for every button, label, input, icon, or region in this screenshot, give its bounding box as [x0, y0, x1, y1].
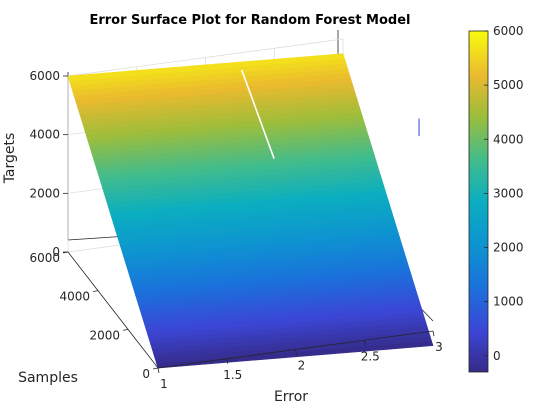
colorbar-tick-label: 6000: [493, 24, 524, 38]
colorbar-tick-label: 1000: [493, 295, 524, 309]
z-axis-label: Targets: [2, 133, 18, 185]
surface: [67, 53, 434, 369]
y-tick-mark: [92, 290, 99, 293]
z-tick-label: 0: [52, 245, 60, 259]
colorbar-tick-label: 4000: [493, 132, 524, 146]
y-tick-label: 0: [142, 367, 150, 381]
gridline-z: [67, 38, 344, 77]
colorbar-tick-label: 2000: [493, 241, 524, 255]
x-tick-mark: [363, 340, 366, 346]
y-tick-label: 2000: [89, 328, 120, 342]
z-tick-label: 2000: [29, 186, 60, 200]
x-tick-label: 1.5: [223, 368, 242, 382]
z-tick-label: 4000: [29, 128, 60, 142]
colorbar-tick-label: 0: [493, 349, 501, 363]
surface-strip: [67, 53, 345, 82]
y-tick-mark: [122, 328, 129, 331]
x-tick-label: 2: [298, 359, 306, 373]
y-tick-label: 6000: [29, 251, 60, 265]
x-tick-mark: [432, 330, 435, 337]
colorbar-ticks: 0 1000 2000 3000 4000 5000 6000: [484, 24, 524, 363]
x-tick-label: 1: [160, 377, 168, 391]
x-tick-mark: [226, 358, 229, 364]
z-tick-label: 6000: [29, 69, 60, 83]
surface-crease: [240, 69, 275, 159]
z-axis-ticks: 0 2000 4000 6000: [29, 69, 68, 259]
y-tick-mark: [152, 367, 159, 370]
x-tick-label: 2.5: [361, 349, 380, 363]
x-tick-mark: [295, 349, 297, 355]
x-tick-label: 3: [435, 340, 443, 354]
front-axes: 1 1.5 2 2.5 3 0 2000 4000 6000 0 2000 4000 6000: [29, 69, 442, 391]
x-axis-label: Error: [274, 389, 308, 405]
y-axis-label: Samples: [18, 370, 78, 386]
colorbar-tick-label: 3000: [493, 186, 524, 200]
y-tick-label: 4000: [59, 290, 90, 304]
y-axis-ticks: 0 2000 4000 6000: [29, 251, 159, 381]
colorbar-tick-label: 5000: [493, 78, 524, 92]
x-tick-mark: [157, 367, 160, 374]
colorbar-gradient: [468, 30, 489, 373]
colorbar: 0 1000 2000 3000 4000 5000 6000: [468, 24, 524, 373]
chart-title: Error Surface Plot for Random Forest Mod…: [89, 13, 410, 28]
x-axis-ticks: 1 1.5 2 2.5 3: [157, 330, 443, 391]
